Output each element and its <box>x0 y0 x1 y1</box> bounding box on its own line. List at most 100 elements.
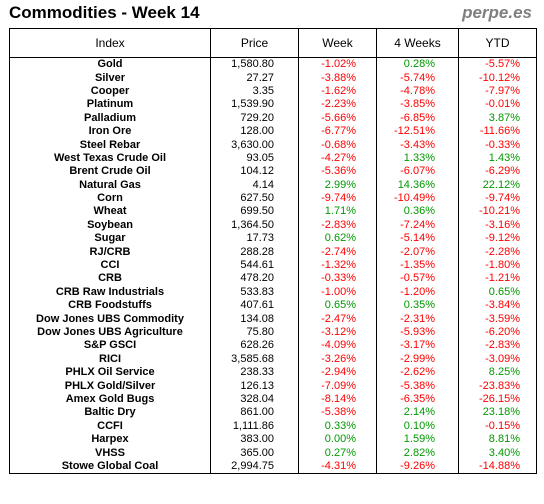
four-week-change-cell: -4.78% <box>376 84 459 99</box>
week-change-cell: 0.00% <box>298 432 377 447</box>
price-cell: 365.00 <box>210 446 299 460</box>
four-week-change-cell: -2.62% <box>376 365 459 380</box>
index-cell: Baltic Dry <box>9 406 211 420</box>
price-cell: 4.14 <box>210 178 299 192</box>
week-change-cell: -3.88% <box>298 71 377 85</box>
table-row: Soybean 1,364.50 -2.83% -7.24% -3.16% <box>9 218 537 233</box>
four-week-change-cell: 0.36% <box>376 205 459 219</box>
four-week-change-cell: -3.43% <box>376 138 459 152</box>
price-cell: 2,994.75 <box>210 459 299 475</box>
index-cell: RJ/CRB <box>9 245 211 259</box>
table-row: PHLX Gold/Silver 126.13 -7.09% -5.38% -23.83… <box>9 379 537 393</box>
price-cell: 478.20 <box>210 272 299 286</box>
week-change-cell: -2.83% <box>298 218 377 233</box>
week-change-cell: 1.71% <box>298 205 377 219</box>
ytd-change-cell: -0.01% <box>458 98 537 112</box>
week-change-cell: -6.77% <box>298 124 377 139</box>
index-cell: VHSS <box>9 446 211 460</box>
ytd-change-cell: -1.21% <box>458 272 537 286</box>
price-cell: 699.50 <box>210 205 299 219</box>
price-cell: 128.00 <box>210 124 299 139</box>
four-week-change-cell: 1.33% <box>376 151 459 166</box>
table-row: Stowe Global Coal 2,994.75 -4.31% -9.26% -14… <box>9 459 537 475</box>
ytd-change-cell: -14.88% <box>458 459 537 475</box>
table-row: Sugar 17.73 0.62% -5.14% -9.12% <box>9 232 537 246</box>
price-cell: 544.61 <box>210 258 299 273</box>
index-cell: Palladium <box>9 111 211 125</box>
week-change-cell: -0.68% <box>298 138 377 152</box>
table-row: West Texas Crude Oil 93.05 -4.27% 1.33% 1.43… <box>9 151 537 166</box>
table-row: Natural Gas 4.14 2.99% 14.36% 22.12% <box>9 178 537 192</box>
week-change-cell: -4.27% <box>298 151 377 166</box>
four-week-change-cell: -5.74% <box>376 71 459 85</box>
price-cell: 288.28 <box>210 245 299 259</box>
ytd-change-cell: -3.09% <box>458 352 537 366</box>
four-week-change-cell: 0.10% <box>376 419 459 433</box>
ytd-change-cell: 3.87% <box>458 111 537 125</box>
table-row: Palladium 729.20 -5.66% -6.85% 3.87% <box>9 111 537 125</box>
ytd-change-cell: 1.43% <box>458 151 537 166</box>
index-cell: RICI <box>9 352 211 366</box>
table-row: CCFI 1,111.86 0.33% 0.10% -0.15% <box>9 419 537 433</box>
week-change-cell: 2.99% <box>298 178 377 192</box>
table-row: Dow Jones UBS Agriculture 75.80 -3.12% -5.9… <box>9 325 537 340</box>
four-week-change-cell: -7.24% <box>376 218 459 233</box>
price-cell: 729.20 <box>210 111 299 125</box>
price-cell: 126.13 <box>210 379 299 393</box>
four-week-change-cell: 0.35% <box>376 299 459 313</box>
index-cell: Cooper <box>9 84 211 99</box>
four-week-change-cell: 2.14% <box>376 406 459 420</box>
ytd-change-cell: -2.28% <box>458 245 537 259</box>
index-cell: Natural Gas <box>9 178 211 192</box>
index-cell: PHLX Oil Service <box>9 365 211 380</box>
week-change-cell: -4.31% <box>298 459 377 475</box>
week-change-cell: -1.00% <box>298 285 377 300</box>
four-week-change-cell: -2.31% <box>376 312 459 326</box>
table-row: RJ/CRB 288.28 -2.74% -2.07% -2.28% <box>9 245 537 259</box>
table-row: Platinum 1,539.90 -2.23% -3.85% -0.01% <box>9 98 537 112</box>
price-cell: 1,364.50 <box>210 218 299 233</box>
ytd-change-cell: -5.57% <box>458 57 537 72</box>
week-change-cell: -2.47% <box>298 312 377 326</box>
ytd-change-cell: 8.81% <box>458 432 537 447</box>
index-cell: S&P GSCI <box>9 339 211 353</box>
index-cell: West Texas Crude Oil <box>9 151 211 166</box>
index-cell: Harpex <box>9 432 211 447</box>
table-row: Dow Jones UBS Commodity 134.08 -2.47% -2.31… <box>9 312 537 326</box>
week-change-cell: -8.14% <box>298 392 377 407</box>
table-row: CRB 478.20 -0.33% -0.57% -1.21% <box>9 272 537 286</box>
index-cell: Iron Ore <box>9 124 211 139</box>
index-cell: Sugar <box>9 232 211 246</box>
ytd-change-cell: -3.16% <box>458 218 537 233</box>
ytd-change-cell: -9.74% <box>458 191 537 206</box>
table-row: Cooper 3.35 -1.62% -4.78% -7.97% <box>9 84 537 99</box>
price-cell: 75.80 <box>210 325 299 340</box>
price-cell: 1,539.90 <box>210 98 299 112</box>
index-cell: Steel Rebar <box>9 138 211 152</box>
four-week-change-cell: -6.35% <box>376 392 459 407</box>
ytd-change-cell: -11.66% <box>458 124 537 139</box>
price-cell: 407.61 <box>210 299 299 313</box>
index-cell: CRB Raw Industrials <box>9 285 211 300</box>
table-row: VHSS 365.00 0.27% 2.82% 3.40% <box>9 446 537 460</box>
page-title: Commodities - Week 14 <box>9 3 200 22</box>
index-cell: Brent Crude Oil <box>9 165 211 179</box>
price-cell: 861.00 <box>210 406 299 420</box>
week-change-cell: -2.94% <box>298 365 377 380</box>
four-week-change-cell: -5.38% <box>376 379 459 393</box>
ytd-change-cell: -0.33% <box>458 138 537 152</box>
index-cell: Platinum <box>9 98 211 112</box>
price-cell: 134.08 <box>210 312 299 326</box>
ytd-change-cell: -0.15% <box>458 419 537 433</box>
index-cell: CCI <box>9 258 211 273</box>
price-cell: 1,111.86 <box>210 419 299 433</box>
price-cell: 27.27 <box>210 71 299 85</box>
ytd-change-cell: -10.12% <box>458 71 537 85</box>
index-cell: Amex Gold Bugs <box>9 392 211 407</box>
index-cell: PHLX Gold/Silver <box>9 379 211 393</box>
week-change-cell: -1.62% <box>298 84 377 99</box>
four-week-change-cell: -6.85% <box>376 111 459 125</box>
index-cell: Stowe Global Coal <box>9 459 211 475</box>
ytd-change-cell: 8.25% <box>458 365 537 380</box>
table-row: Corn 627.50 -9.74% -10.49% -9.74% <box>9 191 537 206</box>
